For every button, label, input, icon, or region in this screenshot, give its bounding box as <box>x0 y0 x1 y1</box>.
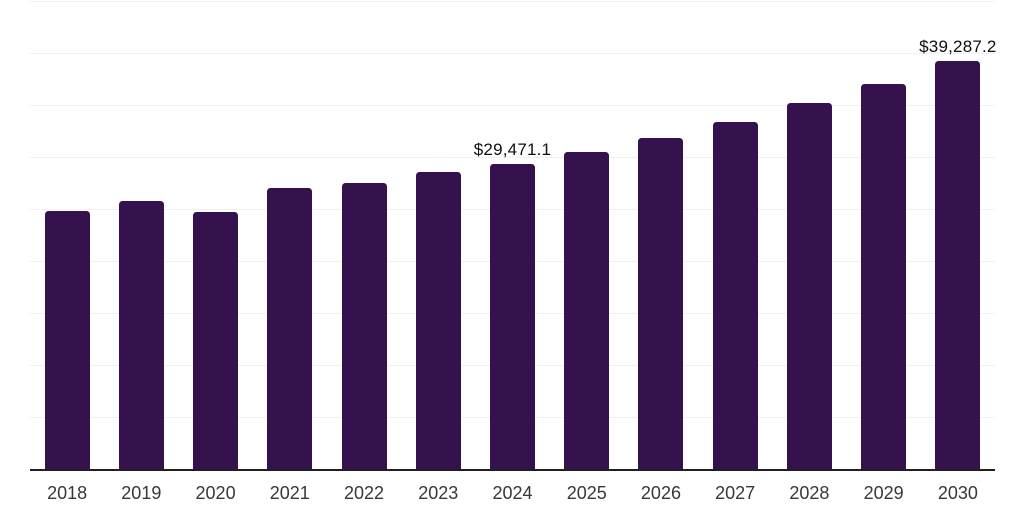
gridline <box>30 105 995 106</box>
x-tick-label-2018: 2018 <box>47 483 88 503</box>
bar-2024[interactable] <box>490 163 535 470</box>
bar-2021[interactable] <box>267 187 313 470</box>
bar-2025[interactable] <box>564 151 610 470</box>
bar-2030[interactable] <box>935 61 981 470</box>
x-axis-tick-labels: 2018 2019 2020 2021 2022 2023 2024 2025 2026 2027… <box>30 483 995 505</box>
data-label-2024: $29,471.1 <box>473 139 552 159</box>
x-tick-label-2022: 2022 <box>344 483 385 503</box>
bar-2026[interactable] <box>638 137 684 470</box>
bar-2027[interactable] <box>712 121 758 470</box>
bar-2028[interactable] <box>786 103 832 470</box>
bar-2022[interactable] <box>341 182 387 470</box>
gridline <box>30 53 995 54</box>
x-axis-line <box>30 469 995 471</box>
plot-area: $29,471.1 $39,287.2 <box>30 0 996 470</box>
x-tick-label-2026: 2026 <box>640 483 681 503</box>
x-tick-label-2027: 2027 <box>715 483 756 503</box>
bar-2019[interactable] <box>118 200 164 470</box>
x-tick-label-2023: 2023 <box>418 483 459 503</box>
x-tick-label-2025: 2025 <box>566 483 607 503</box>
bar-2018[interactable] <box>44 210 90 470</box>
x-tick-label-2029: 2029 <box>863 483 904 503</box>
x-tick-label-2019: 2019 <box>121 483 162 503</box>
bar-2020[interactable] <box>193 212 239 470</box>
x-tick-label-2020: 2020 <box>195 483 236 503</box>
x-tick-label-2030: 2030 <box>937 483 978 503</box>
data-label-2030: $39,287.2 <box>919 37 997 57</box>
x-tick-label-2024: 2024 <box>492 483 533 503</box>
x-tick-label-2021: 2021 <box>269 483 310 503</box>
bar-2023[interactable] <box>415 172 461 470</box>
x-tick-label-2028: 2028 <box>789 483 830 503</box>
bar-2029[interactable] <box>861 84 907 470</box>
gridline <box>30 1 995 2</box>
